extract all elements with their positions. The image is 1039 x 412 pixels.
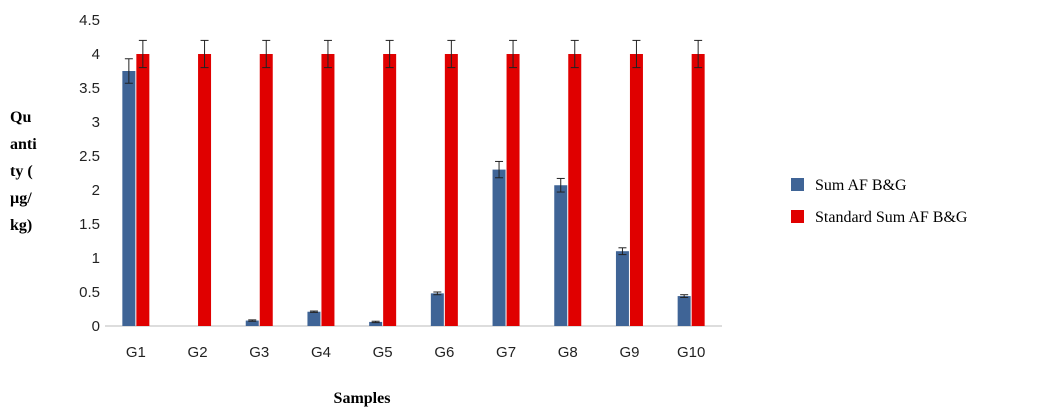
bar-standard-sum-af <box>691 54 705 326</box>
bar-sum-af <box>615 251 629 326</box>
error-bar <box>138 39 147 69</box>
bar-standard-sum-af <box>259 54 273 326</box>
error-bar <box>495 160 504 179</box>
y-tick-label: 1 <box>92 250 100 267</box>
legend-label: Standard Sum AF B&G <box>815 209 968 226</box>
legend-swatch <box>791 178 804 191</box>
bar-sum-af <box>430 293 444 326</box>
y-tick-label: 3 <box>92 114 100 131</box>
y-axis-label-line: ty ( <box>10 163 33 180</box>
y-tick-label: 0 <box>92 318 100 335</box>
y-tick-label: 0.5 <box>79 284 100 301</box>
y-axis-ticks: 0 0.5 1 1.5 2 2.5 3 3.5 4 4.5 <box>79 12 100 335</box>
x-tick-label: G1 <box>126 344 146 361</box>
error-bar <box>262 39 271 69</box>
y-axis-label-line: Qu <box>10 109 31 126</box>
bar-standard-sum-af <box>198 54 212 326</box>
y-tick-label: 3.5 <box>79 80 100 97</box>
error-bar <box>680 294 689 298</box>
bar-standard-sum-af <box>506 54 520 326</box>
bar-sum-af <box>492 169 506 326</box>
error-bar <box>309 310 318 313</box>
error-bar <box>124 58 133 84</box>
x-axis-ticks: G1 G2 G3 G4 G5 G6 G7 G8 G9 G10 <box>126 344 705 361</box>
bars <box>122 54 705 326</box>
legend-label: Sum AF B&G <box>815 177 907 194</box>
y-tick-label: 2 <box>92 182 100 199</box>
y-tick-label: 4 <box>92 46 100 63</box>
x-tick-label: G2 <box>188 344 208 361</box>
x-axis-label: Samples <box>334 390 391 407</box>
bar-standard-sum-af <box>444 54 458 326</box>
x-tick-label: G8 <box>558 344 578 361</box>
legend-item: Standard Sum AF B&G <box>791 209 968 226</box>
error-bar <box>570 39 579 69</box>
y-tick-label: 2.5 <box>79 148 100 165</box>
bar-sum-af <box>677 296 691 326</box>
error-bar <box>447 39 456 69</box>
error-bar <box>200 39 209 69</box>
error-bar <box>618 247 627 256</box>
error-bar <box>433 291 442 296</box>
error-bar <box>323 39 332 69</box>
x-tick-label: G7 <box>496 344 516 361</box>
x-tick-label: G9 <box>619 344 639 361</box>
x-tick-label: G3 <box>249 344 269 361</box>
bar-standard-sum-af <box>629 54 643 326</box>
bar-sum-af <box>245 320 259 326</box>
y-tick-label: 1.5 <box>79 216 100 233</box>
error-bar <box>509 39 518 69</box>
error-bar <box>694 39 703 69</box>
x-tick-label: G6 <box>434 344 454 361</box>
error-bar <box>632 39 641 69</box>
error-bar <box>371 320 380 324</box>
bar-sum-af <box>554 185 568 326</box>
bar-sum-af <box>307 311 321 326</box>
error-bars <box>124 39 703 324</box>
bar-standard-sum-af <box>383 54 397 326</box>
x-tick-label: G4 <box>311 344 331 361</box>
legend-item: Sum AF B&G <box>791 177 907 194</box>
x-tick-label: G10 <box>677 344 705 361</box>
y-axis-label-line: kg) <box>10 217 32 234</box>
x-tick-label: G5 <box>373 344 393 361</box>
y-tick-label: 4.5 <box>79 12 100 29</box>
y-axis-label: Qu anti ty ( µg/kg) <box>10 109 37 234</box>
y-axis-label-line: anti <box>10 136 37 153</box>
error-bar <box>556 177 565 193</box>
bar-standard-sum-af <box>136 54 150 326</box>
bar-sum-af <box>122 71 136 326</box>
legend-swatch <box>791 210 804 223</box>
error-bar <box>248 319 257 322</box>
bar-standard-sum-af <box>321 54 335 326</box>
legend: Sum AF B&G Standard Sum AF B&G <box>791 177 968 226</box>
y-axis-label-line: µg/ <box>10 190 32 207</box>
bar-standard-sum-af <box>568 54 582 326</box>
bar-sum-af <box>369 321 383 326</box>
error-bar <box>385 39 394 69</box>
